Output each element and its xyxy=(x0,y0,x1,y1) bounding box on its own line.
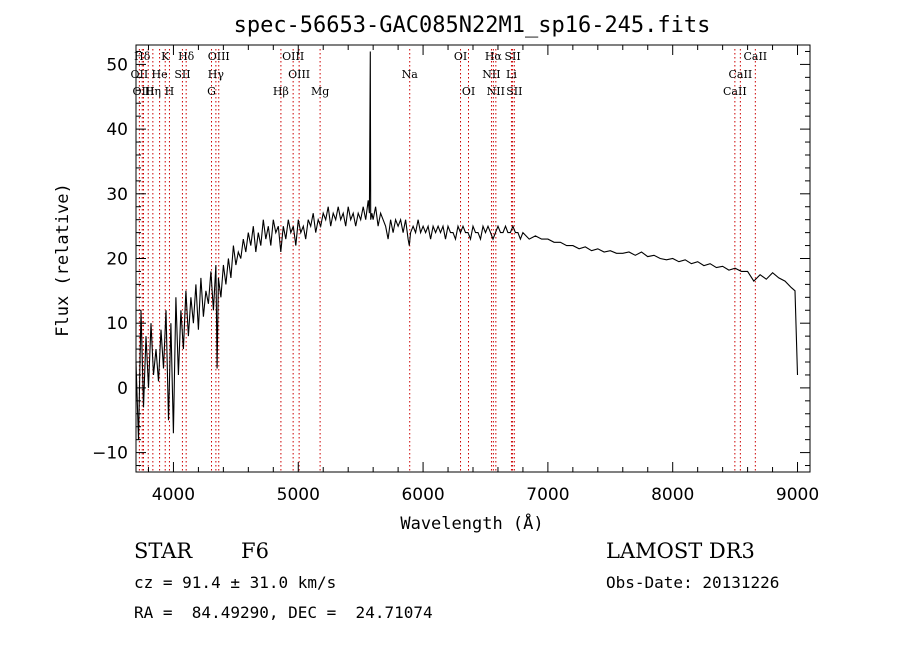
emission-line-label: H xyxy=(165,85,175,98)
emission-line-label: OII xyxy=(131,68,149,81)
y-tick-label: −10 xyxy=(92,444,128,464)
y-axis-label: Flux (relative) xyxy=(53,183,73,337)
emission-line-label: He xyxy=(152,68,168,81)
emission-line-label: Hδ xyxy=(178,50,195,63)
x-tick-label: 6000 xyxy=(401,485,444,505)
emission-line-label: Mg xyxy=(311,85,329,98)
emission-line-label: Na xyxy=(402,68,419,81)
emission-line-label: Hη xyxy=(145,85,161,98)
emission-line-label: OI xyxy=(454,50,467,63)
emission-line-label: OIII xyxy=(208,50,230,63)
y-tick-label: 20 xyxy=(106,250,128,270)
x-tick-label: 8000 xyxy=(651,485,694,505)
x-tick-label: 4000 xyxy=(152,485,195,505)
emission-line-label: OIII xyxy=(288,68,310,81)
y-tick-label: 40 xyxy=(106,120,128,140)
y-tick-label: 10 xyxy=(106,314,128,334)
spectrum-chart: spec-56653-GAC085N22M1_sp16-245.fits Hδ K… xyxy=(53,13,819,534)
x-axis-label: Wavelength (Å) xyxy=(400,512,543,534)
emission-line-label: Li xyxy=(506,68,517,81)
emission-line-label: SII xyxy=(174,68,190,81)
emission-line-label: NII xyxy=(482,68,500,81)
emission-line-label: CaII xyxy=(729,68,753,81)
emission-line-label: NII xyxy=(487,85,505,98)
emission-line-label: Hβ xyxy=(273,85,289,98)
chart-title: spec-56653-GAC085N22M1_sp16-245.fits xyxy=(234,13,711,38)
emission-line-label: Hδ xyxy=(134,50,151,63)
x-tick-label: 5000 xyxy=(277,485,320,505)
emission-line-label: K xyxy=(161,50,170,63)
emission-line-label: Hγ xyxy=(208,68,225,81)
emission-line-markers xyxy=(138,49,756,472)
emission-line-label: G xyxy=(207,85,216,98)
x-axis-ticks: 4000 5000 6000 7000 8000 9000 xyxy=(147,45,819,505)
y-tick-label: 0 xyxy=(117,379,128,399)
y-tick-label: 50 xyxy=(106,55,128,75)
emission-line-label: OIII xyxy=(282,50,304,63)
spectrum-series-line xyxy=(135,51,799,440)
observation-date: Obs-Date: 20131226 xyxy=(606,573,780,592)
coordinates: RA = 84.49290, DEC = 24.71074 xyxy=(134,603,433,622)
emission-line-label: OIII xyxy=(132,85,154,98)
redshift-velocity: cz = 91.4 ± 31.0 km/s xyxy=(134,573,337,592)
spectral-subclass: F6 xyxy=(241,539,269,563)
emission-line-label: OI xyxy=(462,85,475,98)
emission-line-label: SII xyxy=(506,85,522,98)
emission-line-label: CaII xyxy=(723,85,747,98)
y-tick-label: 30 xyxy=(106,185,128,205)
x-tick-label: 7000 xyxy=(526,485,569,505)
survey-name: LAMOST DR3 xyxy=(606,539,755,563)
emission-line-label: Hα xyxy=(485,50,503,63)
x-tick-label: 9000 xyxy=(776,485,819,505)
emission-line-label: CaII xyxy=(743,50,767,63)
emission-line-label: SII xyxy=(504,50,520,63)
object-type: STAR xyxy=(134,539,193,563)
y-axis-ticks: −10 0 10 20 30 40 50 xyxy=(92,50,810,467)
